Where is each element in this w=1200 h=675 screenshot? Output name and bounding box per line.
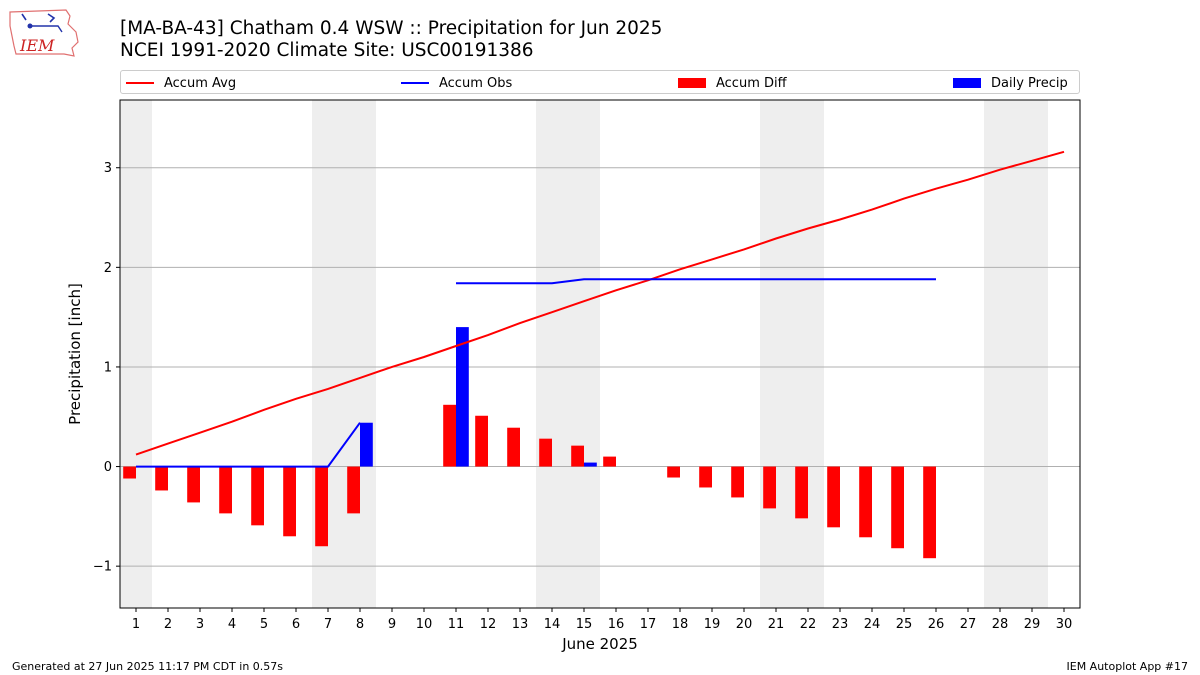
y-tick-label: 1 — [104, 360, 112, 375]
accum-avg-line — [135, 150, 1065, 456]
legend-daily-precip: Daily Precip — [953, 75, 1068, 91]
x-tick-label: 6 — [292, 617, 300, 632]
footer-app: IEM Autoplot App #17 — [1066, 660, 1189, 673]
y-ticks: −1 0 1 2 3 — [93, 161, 120, 575]
x-tick-label: 3 — [196, 617, 204, 632]
weekend-band — [120, 100, 152, 608]
legend: Accum Avg Accum Obs Accum Diff Daily Pre… — [120, 70, 1080, 94]
x-tick-label: 9 — [388, 617, 396, 632]
accum-diff-bar — [891, 466, 904, 549]
chart-subtitle: NCEI 1991-2020 Climate Site: USC00191386 — [120, 40, 534, 61]
iem-logo: IEM — [9, 9, 79, 57]
accum-diff-bar — [667, 466, 680, 478]
legend-accum-avg-label: Accum Avg — [164, 75, 237, 91]
x-tick-label: 21 — [768, 617, 785, 632]
x-tick-label: 19 — [704, 617, 721, 632]
y-tick-label: −1 — [93, 560, 112, 575]
x-tick-label: 26 — [928, 617, 945, 632]
x-tick-label: 11 — [448, 617, 465, 632]
x-tick-label: 7 — [324, 617, 332, 632]
weekend-band — [760, 100, 824, 608]
accum-diff-bar — [699, 466, 712, 488]
accum-diff-bar — [475, 415, 488, 467]
x-tick-label: 20 — [736, 617, 753, 632]
x-tick-label: 29 — [1024, 617, 1041, 632]
accum-diff-bar — [155, 466, 168, 491]
x-tick-label: 13 — [512, 617, 529, 632]
legend-accum-diff: Accum Diff — [678, 75, 787, 91]
legend-accum-avg: Accum Avg — [126, 75, 236, 91]
accum-diff-bar — [795, 466, 808, 519]
accum-diff-bar — [443, 404, 456, 467]
accum-diff-bar — [507, 427, 520, 467]
x-tick-label: 22 — [800, 617, 817, 632]
y-tick-label: 3 — [104, 161, 112, 176]
x-tick-label: 27 — [960, 617, 977, 632]
x-tick-label: 15 — [576, 617, 593, 632]
x-tick-label: 16 — [608, 617, 625, 632]
x-tick-label: 12 — [480, 617, 497, 632]
accum-diff-bar — [571, 445, 584, 467]
accum-diff-bar — [539, 438, 552, 467]
bars — [123, 327, 936, 559]
x-tick-label: 17 — [640, 617, 657, 632]
y-axis-label: Precipitation [inch] — [66, 283, 84, 425]
x-tick-label: 14 — [544, 617, 561, 632]
accum-diff-bar — [859, 466, 872, 538]
daily-precip-bar — [456, 327, 469, 467]
x-tick-label: 10 — [416, 617, 433, 632]
weekend-band — [536, 100, 600, 608]
y-tick-label: 0 — [104, 460, 112, 475]
x-tick-label: 2 — [164, 617, 172, 632]
y-tick-label: 2 — [104, 261, 112, 276]
weekend-band — [984, 100, 1048, 608]
footer-generated: Generated at 27 Jun 2025 11:17 PM CDT in… — [12, 660, 284, 673]
accum-diff-bar — [731, 466, 744, 498]
accum-diff-bar — [923, 466, 936, 559]
x-tick-label: 25 — [896, 617, 913, 632]
daily-precip-bar — [584, 462, 597, 467]
x-ticks: 1 2 3 4 5 6 7 8 9 10 11 12 13 14 15 16 17 18 19 20 21 22 23 24 2… — [132, 608, 1072, 632]
accum-diff-bar — [763, 466, 776, 509]
accum-diff-bar — [603, 456, 616, 467]
legend-daily-precip-swatch — [953, 78, 981, 88]
lines — [135, 150, 1065, 468]
accum-diff-bar — [187, 466, 200, 503]
x-axis-label: June 2025 — [561, 635, 638, 653]
legend-accum-diff-label: Accum Diff — [716, 75, 787, 91]
x-tick-label: 4 — [228, 617, 236, 632]
accum-obs-line — [136, 422, 361, 468]
accum-diff-bar — [347, 466, 360, 514]
accum-diff-bar — [315, 466, 328, 547]
accum-diff-bar — [219, 466, 232, 514]
x-tick-label: 23 — [832, 617, 849, 632]
accum-obs-line — [456, 278, 936, 285]
chart-title: [MA-BA-43] Chatham 0.4 WSW :: Precipitat… — [120, 18, 663, 39]
daily-precip-bar — [360, 422, 373, 467]
weekend-shading — [120, 100, 1048, 608]
legend-daily-precip-label: Daily Precip — [991, 75, 1068, 91]
accum-diff-bar — [827, 466, 840, 528]
legend-accum-avg-swatch — [126, 82, 154, 84]
accum-diff-bar — [251, 466, 264, 526]
accum-diff-bar — [123, 466, 136, 479]
legend-accum-obs-label: Accum Obs — [439, 75, 513, 91]
x-tick-label: 8 — [356, 617, 364, 632]
iem-logo-text: IEM — [19, 36, 55, 55]
accum-diff-bar — [283, 466, 296, 537]
x-tick-label: 1 — [132, 617, 140, 632]
x-tick-label: 24 — [864, 617, 881, 632]
plot-frame — [119, 99, 1081, 609]
x-tick-label: 5 — [260, 617, 268, 632]
legend-accum-diff-swatch — [678, 78, 706, 88]
legend-accum-obs: Accum Obs — [401, 75, 512, 91]
x-tick-label: 18 — [672, 617, 689, 632]
x-tick-label: 30 — [1056, 617, 1073, 632]
legend-accum-obs-swatch — [401, 82, 429, 84]
x-tick-label: 28 — [992, 617, 1009, 632]
